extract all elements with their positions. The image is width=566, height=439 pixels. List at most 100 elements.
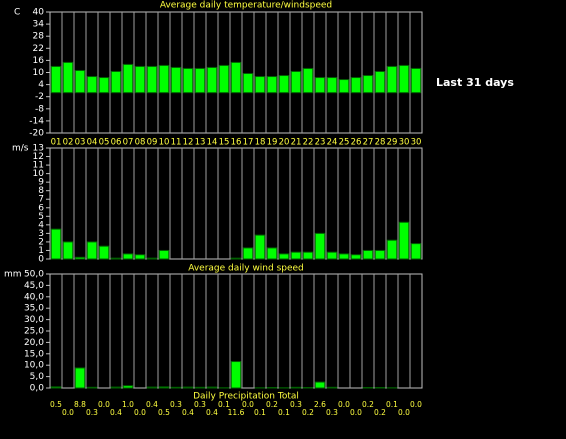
x-tick-label: 21 (291, 138, 302, 148)
y-tick-label: 20,0 (24, 338, 44, 348)
x-tick-label: 18 (255, 138, 266, 148)
x-tick-label: 01 (51, 138, 62, 148)
y-tick-label: 4 (38, 80, 44, 90)
y-tick-label: -8 (35, 104, 44, 114)
y-tick-label: 10,0 (24, 361, 44, 371)
bar (327, 252, 337, 259)
value-label: 0.3 (290, 400, 302, 409)
x-tick-label: 10 (159, 138, 170, 148)
bar (147, 258, 157, 259)
bar (87, 242, 97, 259)
bar (87, 77, 97, 93)
bar (279, 254, 289, 259)
bar (267, 77, 277, 93)
y-tick-label: 34 (33, 20, 45, 30)
bar (63, 62, 73, 92)
value-label: 0.0 (242, 400, 254, 409)
y-tick-label: 0 (38, 255, 44, 265)
x-tick-label: 11 (171, 138, 182, 148)
bar (195, 68, 205, 92)
y-tick-label: 35,0 (24, 304, 44, 314)
value-label: 11.6 (228, 408, 245, 417)
bar (339, 80, 349, 93)
value-label: 0.2 (302, 408, 314, 417)
bar (399, 222, 409, 259)
y-tick-label: 10 (33, 68, 45, 78)
bar (99, 246, 109, 259)
bar (315, 382, 325, 388)
bar (351, 255, 361, 259)
bar (231, 258, 241, 259)
bar (243, 74, 253, 93)
bar (159, 65, 169, 92)
value-label: 0.0 (62, 408, 74, 417)
value-label: 0.0 (98, 400, 110, 409)
bar (63, 242, 73, 259)
bar (351, 78, 361, 93)
x-tick-label: 27 (363, 138, 374, 148)
bar (411, 68, 421, 92)
x-tick-label: 15 (219, 138, 230, 148)
bar (315, 78, 325, 93)
value-label: 0.1 (386, 400, 398, 409)
value-label: 0.2 (374, 408, 386, 417)
bar (219, 65, 229, 92)
bar (255, 235, 265, 259)
bar (411, 244, 421, 259)
bar (315, 233, 325, 259)
value-label: 0.0 (398, 408, 410, 417)
bar (111, 258, 121, 259)
x-tick-label: 28 (375, 138, 386, 148)
bar (279, 76, 289, 93)
y-tick-label: 50,0 (24, 270, 44, 280)
x-tick-label: 06 (111, 138, 122, 148)
x-tick-label: 25 (339, 138, 350, 148)
bar (111, 387, 121, 388)
value-label: 1.0 (122, 400, 134, 409)
bar (363, 250, 373, 259)
x-tick-label: 30 (399, 138, 410, 148)
value-label: 0.1 (278, 408, 290, 417)
y-tick-label: 40,0 (24, 292, 44, 302)
x-tick-label: 03 (75, 138, 86, 148)
bar (183, 68, 193, 92)
bar (375, 71, 385, 92)
bar (51, 387, 61, 388)
bar (111, 71, 121, 92)
value-label: 0.3 (326, 408, 338, 417)
bar (159, 250, 169, 259)
bar (207, 67, 217, 92)
bar (231, 62, 241, 92)
bar (183, 387, 193, 388)
bar (291, 252, 301, 259)
y-axis-label: mm (4, 270, 22, 280)
x-tick-label: 16 (231, 138, 242, 148)
bar (327, 387, 337, 388)
x-tick-label: 13 (195, 138, 206, 148)
y-tick-label: -14 (29, 116, 44, 126)
x-tick-label: 09 (147, 138, 158, 148)
bar (207, 387, 217, 388)
y-tick-label: 28 (33, 32, 45, 42)
x-tick-label: 23 (315, 138, 326, 148)
bar (291, 71, 301, 92)
bar (375, 250, 385, 259)
value-label: 0.2 (266, 400, 278, 409)
x-tick-label: 07 (123, 138, 134, 148)
bar (291, 387, 301, 388)
value-label: 0.2 (362, 400, 374, 409)
bar (387, 240, 397, 259)
bar (339, 254, 349, 259)
bar (231, 362, 241, 388)
value-label: 0.1 (254, 408, 266, 417)
y-tick-label: 22 (33, 44, 44, 54)
value-label: 0.0 (410, 400, 422, 409)
x-tick-label: 24 (327, 138, 338, 148)
bar (243, 248, 253, 259)
x-tick-label: 12 (183, 138, 194, 148)
x-tick-label: 22 (303, 138, 314, 148)
bar (51, 66, 61, 92)
bar (75, 368, 85, 388)
value-label: 0.3 (170, 400, 182, 409)
x-tick-label: 30 (411, 138, 422, 148)
